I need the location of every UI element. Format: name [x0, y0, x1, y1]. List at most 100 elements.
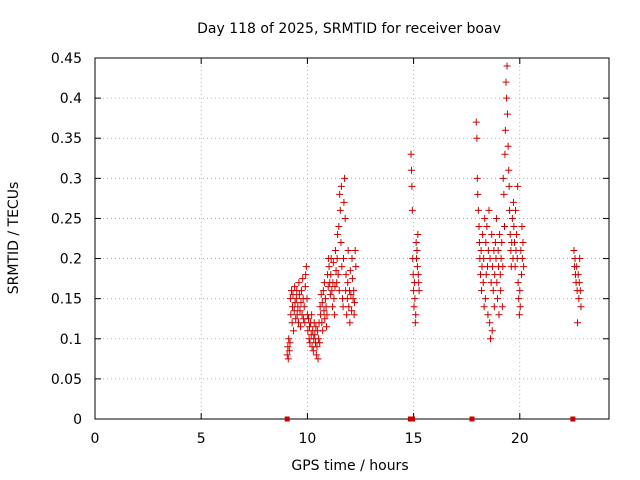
data-point: [349, 295, 357, 303]
data-point: [319, 287, 327, 295]
data-point: [475, 239, 483, 247]
data-point: [486, 255, 494, 263]
data-point: [505, 182, 513, 190]
data-point: [574, 319, 582, 327]
data-point: [411, 295, 419, 303]
data-point: [313, 343, 321, 351]
data-point: [488, 230, 496, 238]
data-point: [511, 263, 519, 271]
data-point: [340, 198, 348, 206]
data-point: [341, 174, 349, 182]
data-point: [330, 295, 338, 303]
data-point: [328, 287, 336, 295]
data-point: [341, 214, 349, 222]
data-point: [515, 311, 523, 319]
data-point: [297, 287, 305, 295]
data-point: [473, 134, 481, 142]
data-point: [350, 287, 358, 295]
data-point: [316, 339, 324, 347]
data-point: [506, 206, 514, 214]
data-point: [348, 307, 356, 315]
data-point: [516, 303, 524, 311]
data-point: [348, 275, 356, 283]
data-point: [495, 311, 503, 319]
data-point: [321, 295, 329, 303]
data-point: [512, 206, 520, 214]
data-point: [301, 283, 309, 291]
data-point: [336, 190, 344, 198]
data-point: [312, 351, 320, 359]
x-tick-label: 10: [298, 431, 316, 447]
data-point: [319, 327, 327, 335]
data-point: [344, 247, 352, 255]
data-point: [296, 307, 304, 315]
y-tick-label: 0.2: [60, 252, 82, 268]
data-point: [481, 214, 489, 222]
data-point: [516, 287, 524, 295]
chart-title: Day 118 of 2025, SRMTID for receiver boa…: [197, 21, 501, 37]
data-point: [283, 351, 291, 359]
data-point: [503, 62, 511, 70]
data-point: [289, 291, 297, 299]
data-point: [334, 271, 342, 279]
data-point: [292, 295, 300, 303]
data-point: [486, 335, 494, 343]
data-point: [286, 339, 294, 347]
data-point: [514, 279, 522, 287]
y-tick-label: 0.25: [51, 211, 82, 227]
data-point: [327, 271, 335, 279]
data-point: [326, 291, 334, 299]
data-point: [473, 174, 481, 182]
data-point: [318, 299, 326, 307]
zero-marker: [410, 416, 416, 422]
data-point: [329, 259, 337, 267]
data-point: [336, 206, 344, 214]
data-point: [506, 230, 514, 238]
data-point: [331, 311, 339, 319]
data-point: [503, 94, 511, 102]
data-point: [518, 255, 526, 263]
y-tick-label: 0.1: [60, 332, 82, 348]
data-point: [413, 263, 421, 271]
data-point: [490, 303, 498, 311]
y-tick-label: 0.4: [60, 91, 82, 107]
zero-marker: [284, 416, 290, 422]
data-point: [474, 206, 482, 214]
data-point: [317, 311, 325, 319]
data-point: [493, 295, 501, 303]
data-point: [297, 323, 305, 331]
data-point: [309, 347, 317, 355]
data-point: [413, 255, 421, 263]
data-point: [497, 287, 505, 295]
data-point: [346, 267, 354, 275]
data-point: [489, 287, 497, 295]
plot-frame: [94, 57, 610, 420]
data-point: [323, 311, 331, 319]
data-point: [481, 295, 489, 303]
y-tick-label: 0: [73, 412, 82, 428]
data-point: [488, 327, 496, 335]
zero-marker: [570, 416, 576, 422]
data-point: [312, 323, 320, 331]
data-point: [284, 355, 292, 363]
data-point: [499, 174, 507, 182]
data-point: [284, 343, 292, 351]
data-point: [502, 78, 510, 86]
grid: [95, 58, 609, 419]
data-point: [482, 239, 490, 247]
data-point: [338, 263, 346, 271]
data-point: [302, 263, 310, 271]
data-point: [413, 247, 421, 255]
data-point: [493, 279, 501, 287]
data-point: [508, 214, 516, 222]
x-axis: 0 5 10 15 20: [91, 58, 529, 447]
data-point: [285, 335, 293, 343]
data-point: [411, 319, 419, 327]
data-point: [518, 222, 526, 230]
zero-marker: [469, 416, 475, 422]
data-point: [291, 283, 299, 291]
data-point: [335, 287, 343, 295]
data-point: [314, 355, 322, 363]
data-point: [414, 230, 422, 238]
data-point: [496, 271, 504, 279]
